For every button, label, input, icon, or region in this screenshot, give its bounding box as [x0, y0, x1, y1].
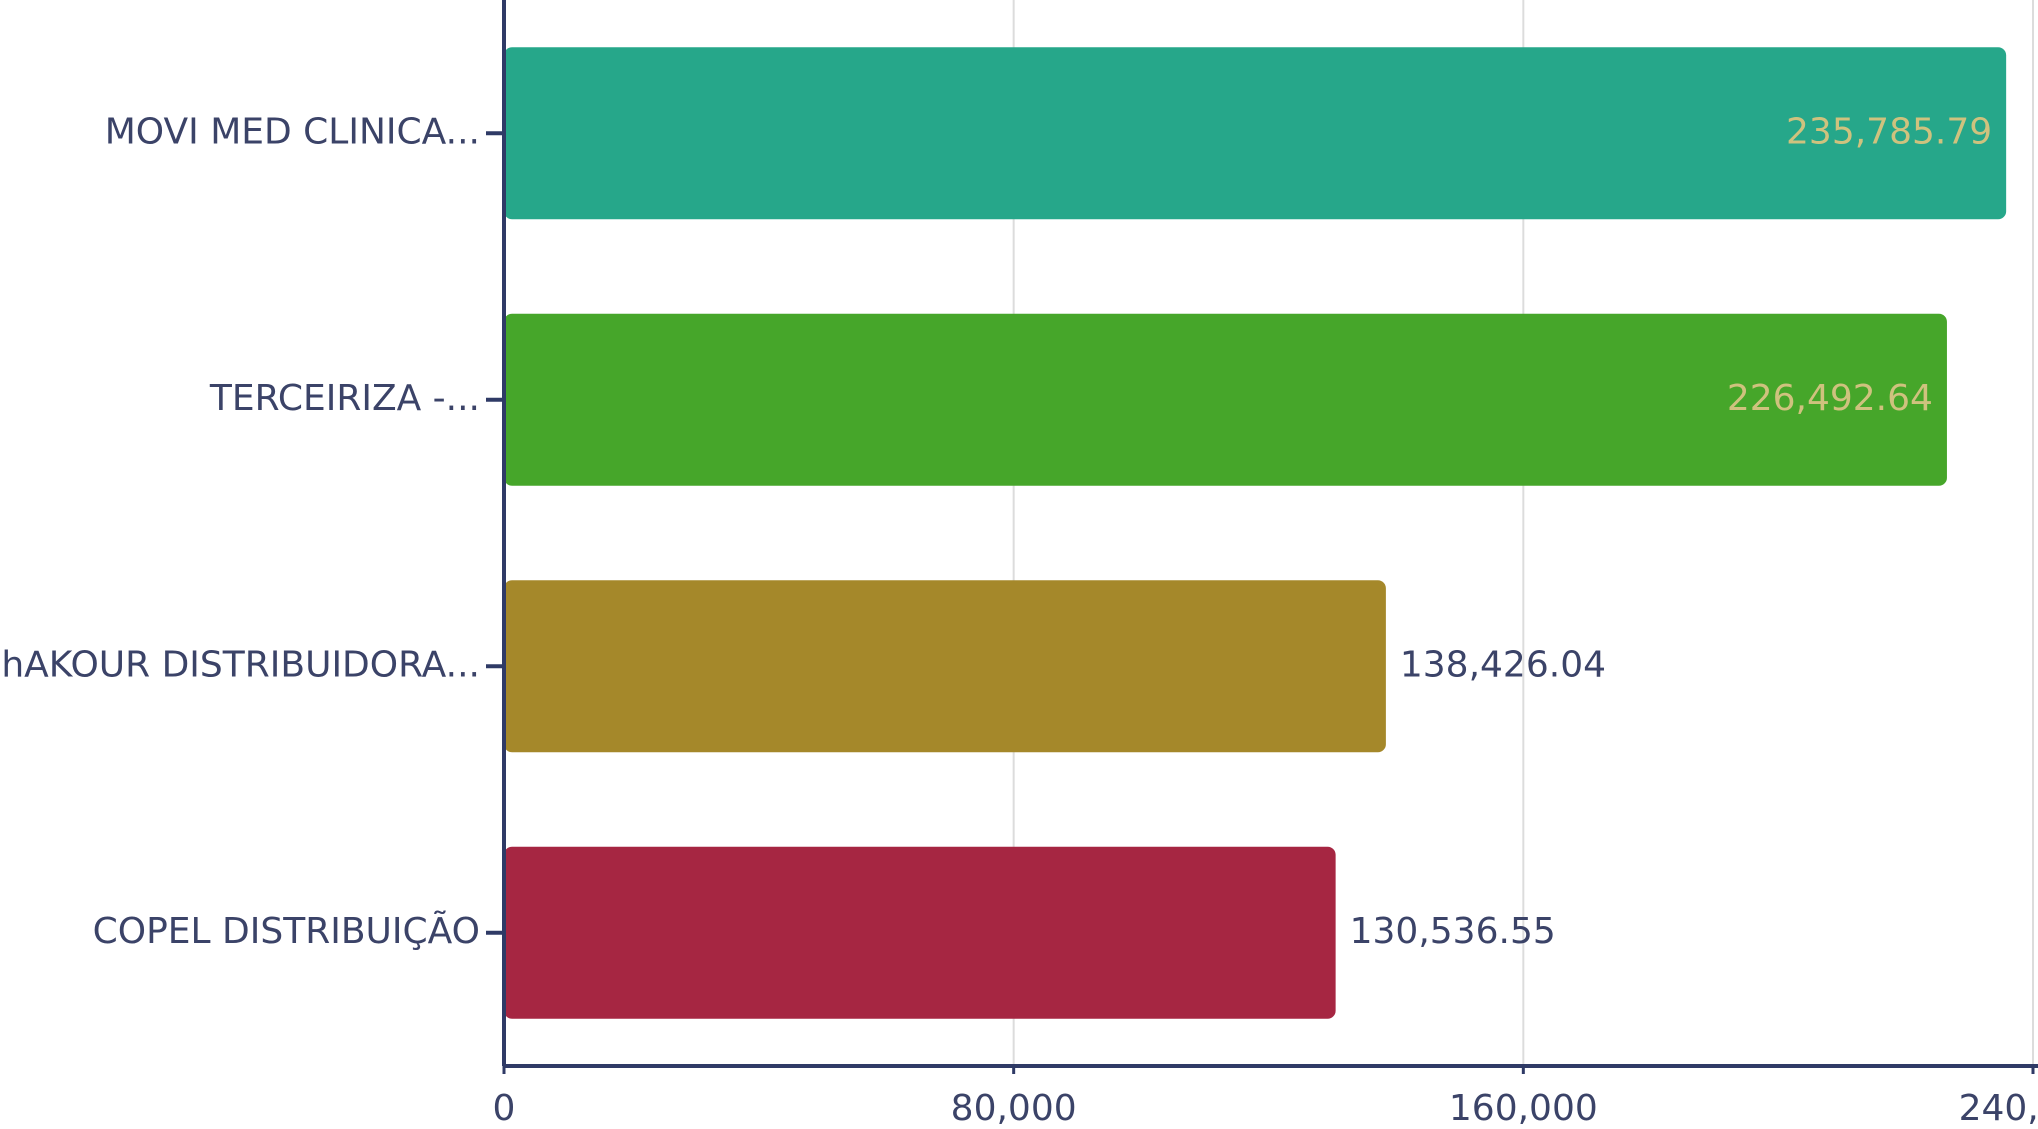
bar: [504, 313, 1947, 486]
value-label: 138,426.04: [1400, 644, 1606, 685]
x-tick-label: 160,000: [1449, 1088, 1598, 1129]
x-tick-label: 80,000: [951, 1088, 1077, 1129]
bar: [504, 47, 2007, 220]
y-tick-label: MOVI MED CLINICA...: [105, 111, 480, 152]
value-label: 226,492.64: [1727, 378, 1933, 419]
bar: [504, 846, 1336, 1019]
value-label: 130,536.55: [1350, 911, 1556, 952]
y-tick-label: hAKOUR DISTRIBUIDORA...: [1, 644, 480, 685]
x-tick-label: 240,000: [1959, 1088, 2038, 1129]
x-tick-label: 0: [493, 1088, 516, 1129]
bar: [504, 580, 1386, 753]
value-label: 235,785.79: [1786, 111, 1992, 152]
y-tick-label: COPEL DISTRIBUIÇÃO: [93, 910, 480, 952]
y-tick-label: TERCEIRIZA -...: [209, 378, 480, 419]
